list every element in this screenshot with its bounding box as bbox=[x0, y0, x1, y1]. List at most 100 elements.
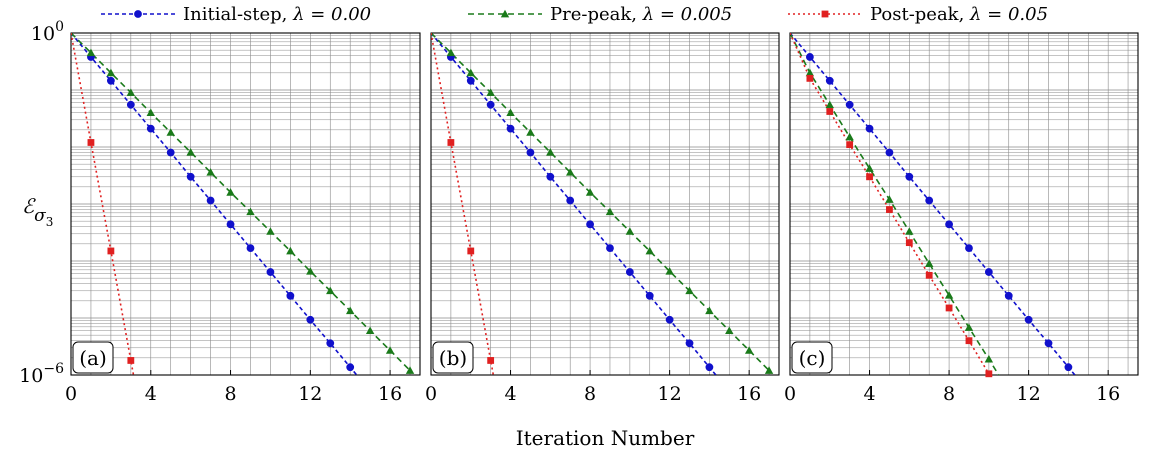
data-point-postpeak bbox=[965, 337, 973, 345]
grid bbox=[790, 33, 1138, 376]
axes-frame bbox=[430, 32, 780, 376]
data-point-prepeak bbox=[925, 259, 934, 267]
data-point-prepeak bbox=[506, 108, 515, 117]
data-point-prepeak bbox=[326, 286, 335, 295]
series-line-initial bbox=[71, 33, 358, 375]
data-point-initial bbox=[625, 268, 634, 276]
panel-label-box bbox=[791, 341, 833, 374]
data-point-initial bbox=[925, 196, 934, 205]
marker-group bbox=[446, 48, 774, 374]
data-point-initial bbox=[945, 220, 953, 229]
data-point-initial bbox=[526, 148, 535, 157]
data-point-initial bbox=[1004, 291, 1013, 300]
data-point-postpeak bbox=[447, 139, 455, 146]
data-point-postpeak bbox=[945, 304, 953, 312]
data-point-prepeak bbox=[106, 68, 116, 77]
y-axis-label-main: ℰ bbox=[22, 194, 36, 218]
data-point-prepeak bbox=[306, 267, 315, 275]
x-tick-label: 8 bbox=[224, 383, 236, 405]
data-point-initial bbox=[705, 363, 714, 372]
data-point-initial bbox=[126, 100, 135, 109]
data-point-prepeak bbox=[764, 366, 774, 374]
data-point-initial bbox=[645, 291, 654, 300]
data-point-prepeak bbox=[226, 188, 235, 196]
panel-label: (a) bbox=[79, 346, 107, 370]
data-point-initial bbox=[805, 53, 814, 61]
data-point-initial bbox=[166, 148, 175, 157]
series-line-prepeak bbox=[431, 33, 770, 372]
series-line-postpeak bbox=[790, 33, 990, 375]
x-tick-label: 0 bbox=[65, 383, 77, 405]
data-point-initial bbox=[466, 76, 475, 85]
data-point-prepeak bbox=[286, 246, 295, 255]
data-point-prepeak bbox=[825, 100, 834, 109]
data-point-prepeak bbox=[446, 48, 456, 57]
data-point-postpeak bbox=[846, 141, 854, 149]
data-point-prepeak bbox=[266, 227, 275, 235]
data-point-initial bbox=[186, 172, 195, 181]
data-point-initial bbox=[905, 172, 914, 181]
data-point-prepeak bbox=[605, 207, 615, 216]
y-tick-label: 100 bbox=[31, 19, 64, 45]
legend-label: Pre-peak, λ = 0.005 bbox=[550, 4, 732, 25]
legend-label-lambda: λ = 0.005 bbox=[642, 4, 732, 25]
data-point-initial bbox=[246, 244, 255, 253]
data-point-initial bbox=[226, 220, 235, 229]
data-point-initial bbox=[665, 315, 674, 324]
data-point-postpeak bbox=[487, 357, 495, 364]
data-point-initial bbox=[146, 124, 155, 133]
data-point-postpeak bbox=[87, 139, 95, 146]
y-tick-exponent: 0 bbox=[55, 19, 64, 35]
x-tick-label: 16 bbox=[737, 383, 761, 405]
marker-group bbox=[805, 53, 1073, 378]
data-point-prepeak bbox=[865, 164, 874, 172]
data-point-prepeak bbox=[526, 128, 535, 136]
data-point-prepeak bbox=[546, 148, 555, 156]
y-axis-label: ℰσ3 bbox=[22, 194, 53, 229]
legend-item-initial: Initial-step, λ = 0.00 bbox=[101, 4, 371, 25]
data-point-prepeak bbox=[566, 168, 575, 176]
data-point-initial bbox=[606, 244, 614, 253]
data-point-initial bbox=[106, 76, 115, 85]
legend-item-prepeak: Pre-peak, λ = 0.005 bbox=[468, 4, 732, 25]
data-point-prepeak bbox=[346, 306, 355, 315]
x-tick-label: 4 bbox=[504, 383, 516, 405]
panel-label: (c) bbox=[799, 346, 826, 370]
grid bbox=[431, 33, 779, 376]
legend-label-text: Post-peak, bbox=[870, 4, 970, 25]
data-point-prepeak bbox=[405, 366, 415, 374]
data-point-postpeak bbox=[985, 370, 993, 378]
x-tick-label: 0 bbox=[784, 383, 796, 405]
legend: Initial-step, λ = 0.00 Pre-peak, λ = 0.00… bbox=[101, 4, 1048, 25]
data-point-initial bbox=[1024, 315, 1033, 324]
panel-label-group: (b) bbox=[432, 341, 474, 374]
data-point-postpeak bbox=[925, 271, 933, 279]
legend-label-lambda: λ = 0.05 bbox=[969, 4, 1048, 25]
data-point-initial bbox=[206, 196, 215, 205]
data-point-prepeak bbox=[685, 286, 694, 295]
data-point-prepeak bbox=[805, 68, 815, 77]
y-axis-label-sub: σ bbox=[34, 206, 46, 226]
panel-1: 0 4 8 12 16 (b) bbox=[425, 32, 780, 405]
series-line-prepeak bbox=[790, 33, 1000, 375]
data-point-prepeak bbox=[625, 227, 635, 235]
data-point-initial bbox=[1064, 363, 1073, 372]
data-point-initial bbox=[326, 339, 335, 348]
data-point-initial bbox=[586, 220, 594, 229]
data-point-prepeak bbox=[186, 148, 195, 156]
data-point-postpeak bbox=[905, 239, 913, 247]
data-point-initial bbox=[346, 363, 355, 372]
data-point-prepeak bbox=[86, 48, 96, 57]
x-tick-label: 12 bbox=[298, 383, 322, 405]
data-point-postpeak bbox=[467, 247, 475, 255]
legend-marker bbox=[134, 10, 142, 18]
y-axis-label-subsub: 3 bbox=[46, 215, 54, 229]
series-line-initial bbox=[790, 33, 1076, 375]
data-point-prepeak bbox=[705, 306, 714, 315]
data-point-postpeak bbox=[806, 74, 814, 82]
data-point-postpeak bbox=[866, 173, 873, 181]
axes-frame bbox=[70, 32, 421, 376]
x-axis-label: Iteration Number bbox=[516, 426, 695, 450]
data-point-initial bbox=[286, 291, 295, 300]
